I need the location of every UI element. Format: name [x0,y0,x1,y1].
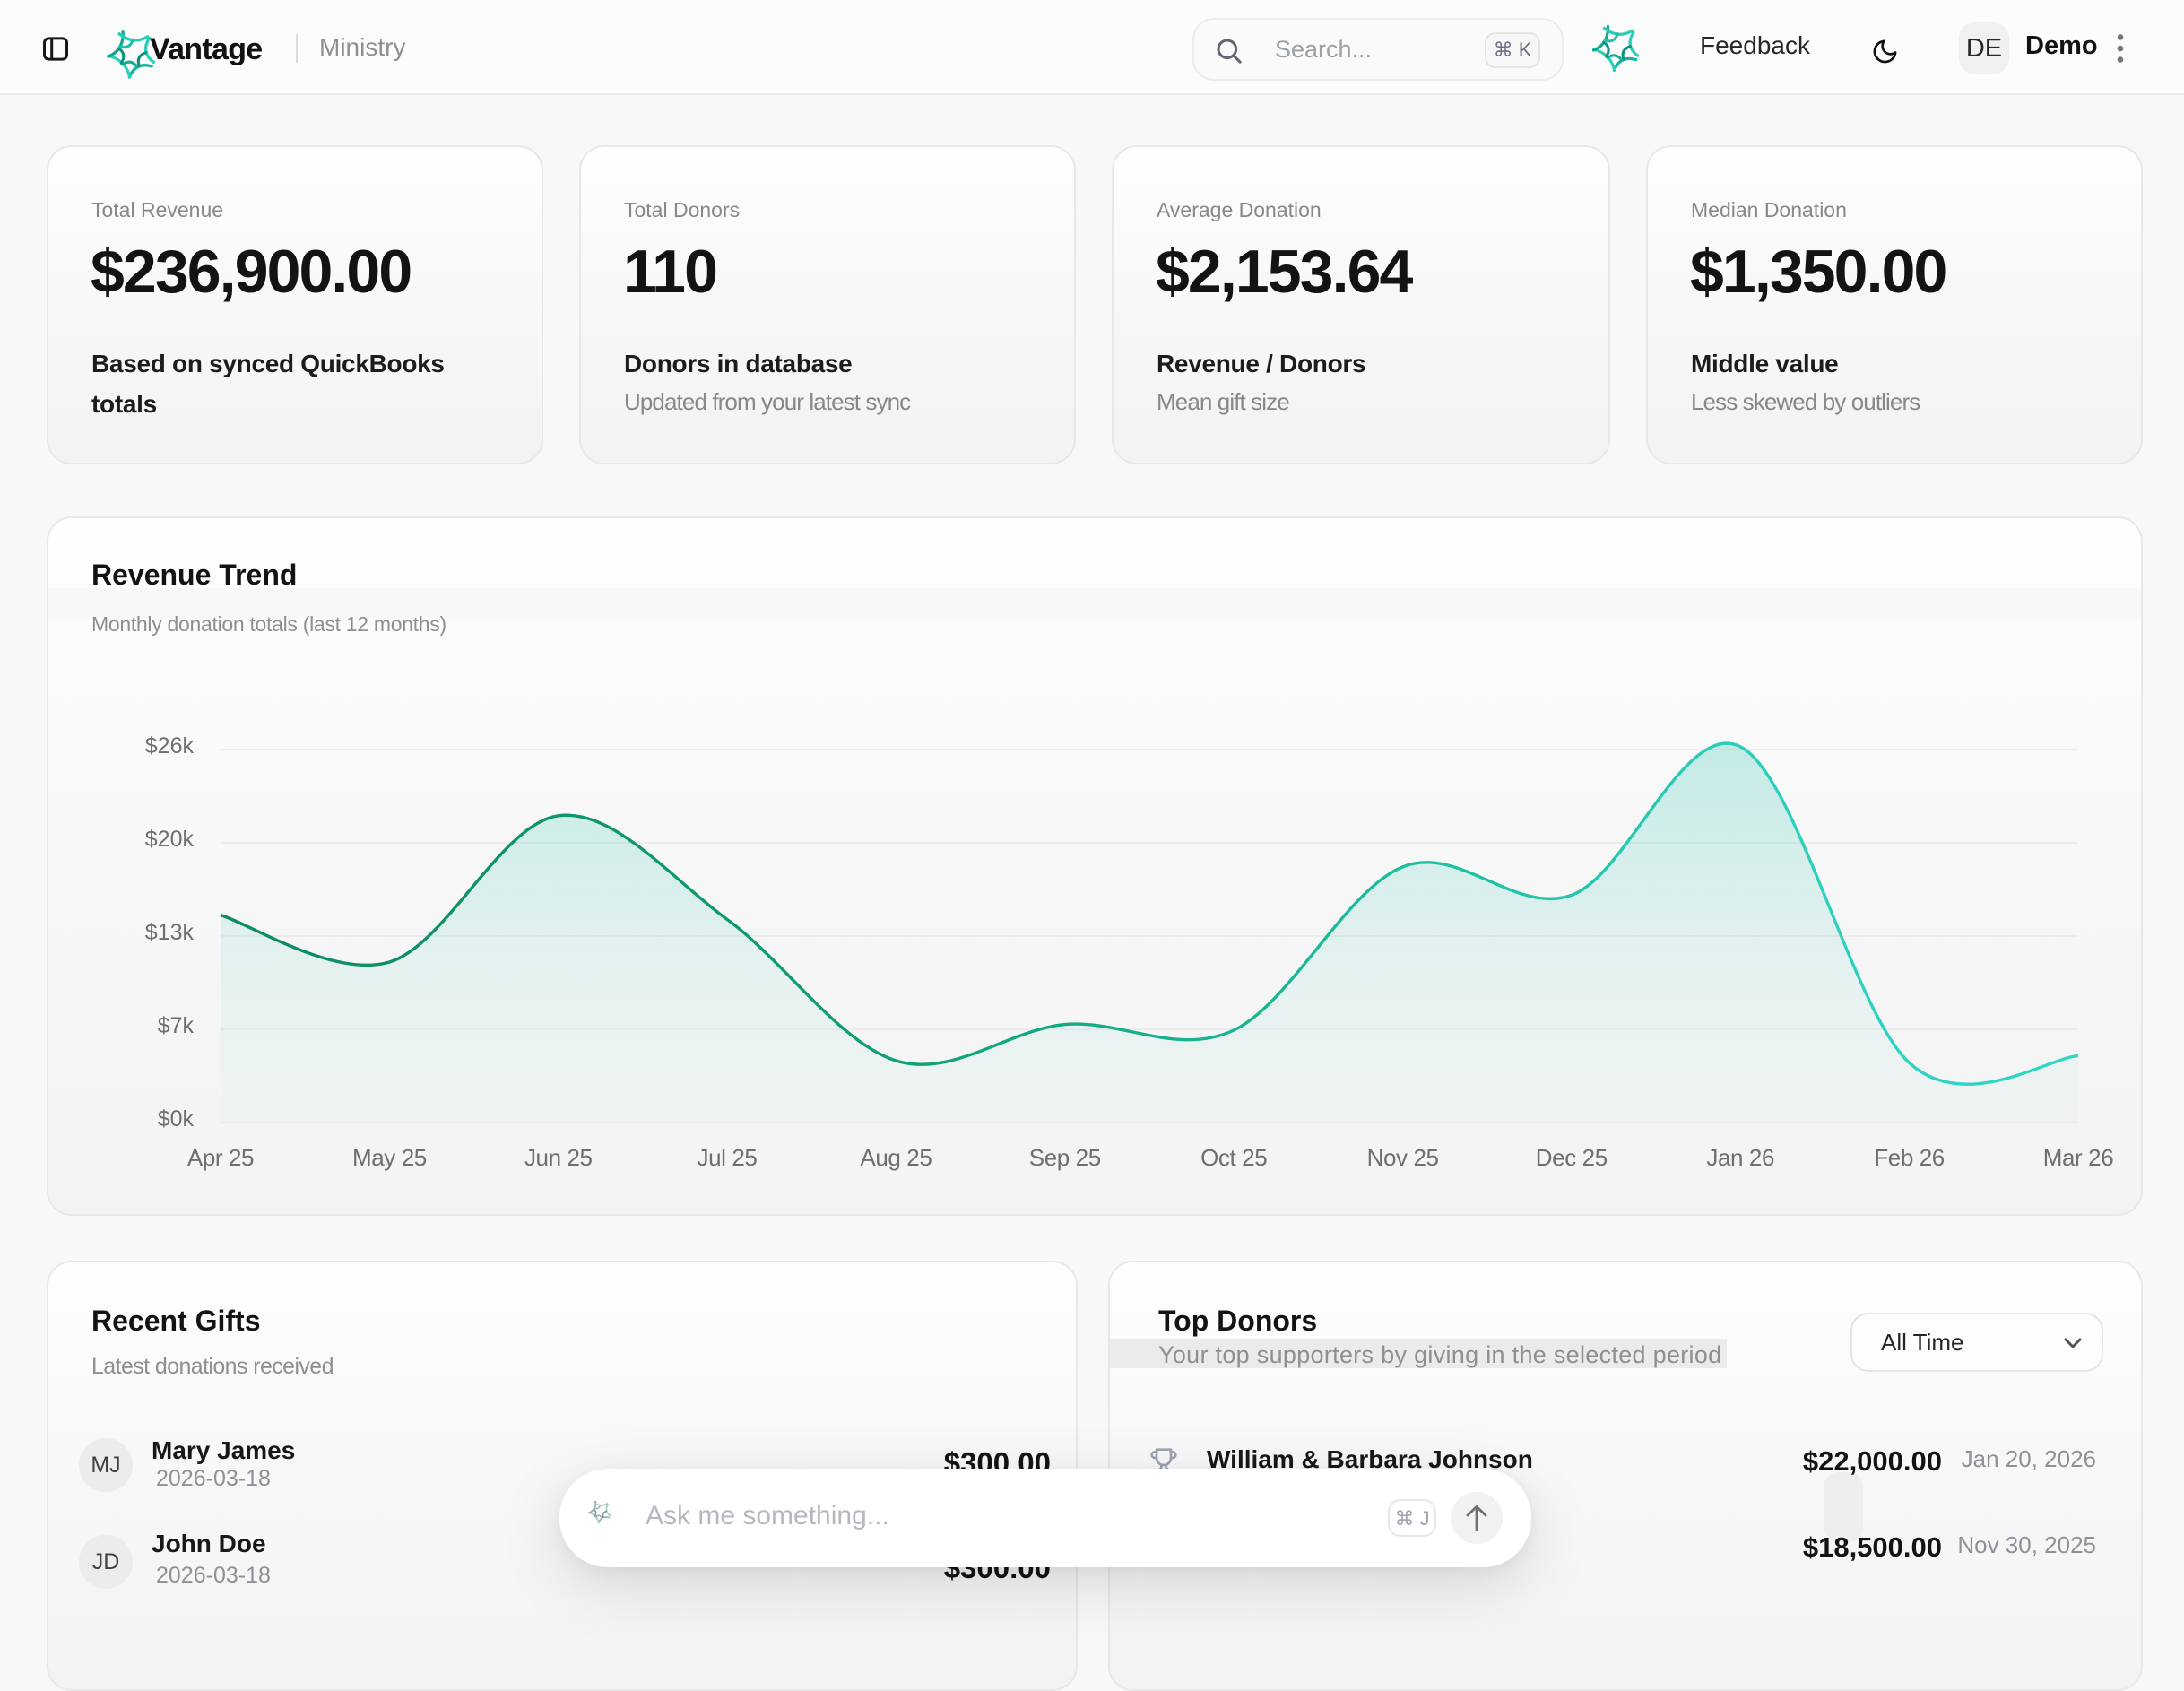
svg-text:Oct 25: Oct 25 [1200,1144,1267,1171]
svg-text:Sep 25: Sep 25 [1029,1144,1101,1171]
svg-text:Mar 26: Mar 26 [2043,1144,2114,1171]
svg-text:Jun 25: Jun 25 [524,1144,593,1171]
svg-text:Aug 25: Aug 25 [860,1144,932,1171]
svg-text:$13k: $13k [145,920,195,945]
svg-text:$0k: $0k [158,1106,195,1132]
svg-text:Feb 26: Feb 26 [1874,1144,1945,1171]
svg-text:$7k: $7k [158,1013,195,1038]
svg-text:Dec 25: Dec 25 [1536,1144,1608,1171]
svg-text:Nov 25: Nov 25 [1367,1144,1439,1171]
svg-text:$26k: $26k [145,733,195,759]
svg-text:Jul 25: Jul 25 [698,1144,758,1171]
svg-text:May 25: May 25 [352,1144,427,1171]
svg-text:$20k: $20k [145,827,195,852]
svg-text:Jan 26: Jan 26 [1706,1144,1774,1171]
svg-text:Apr 25: Apr 25 [187,1144,254,1171]
